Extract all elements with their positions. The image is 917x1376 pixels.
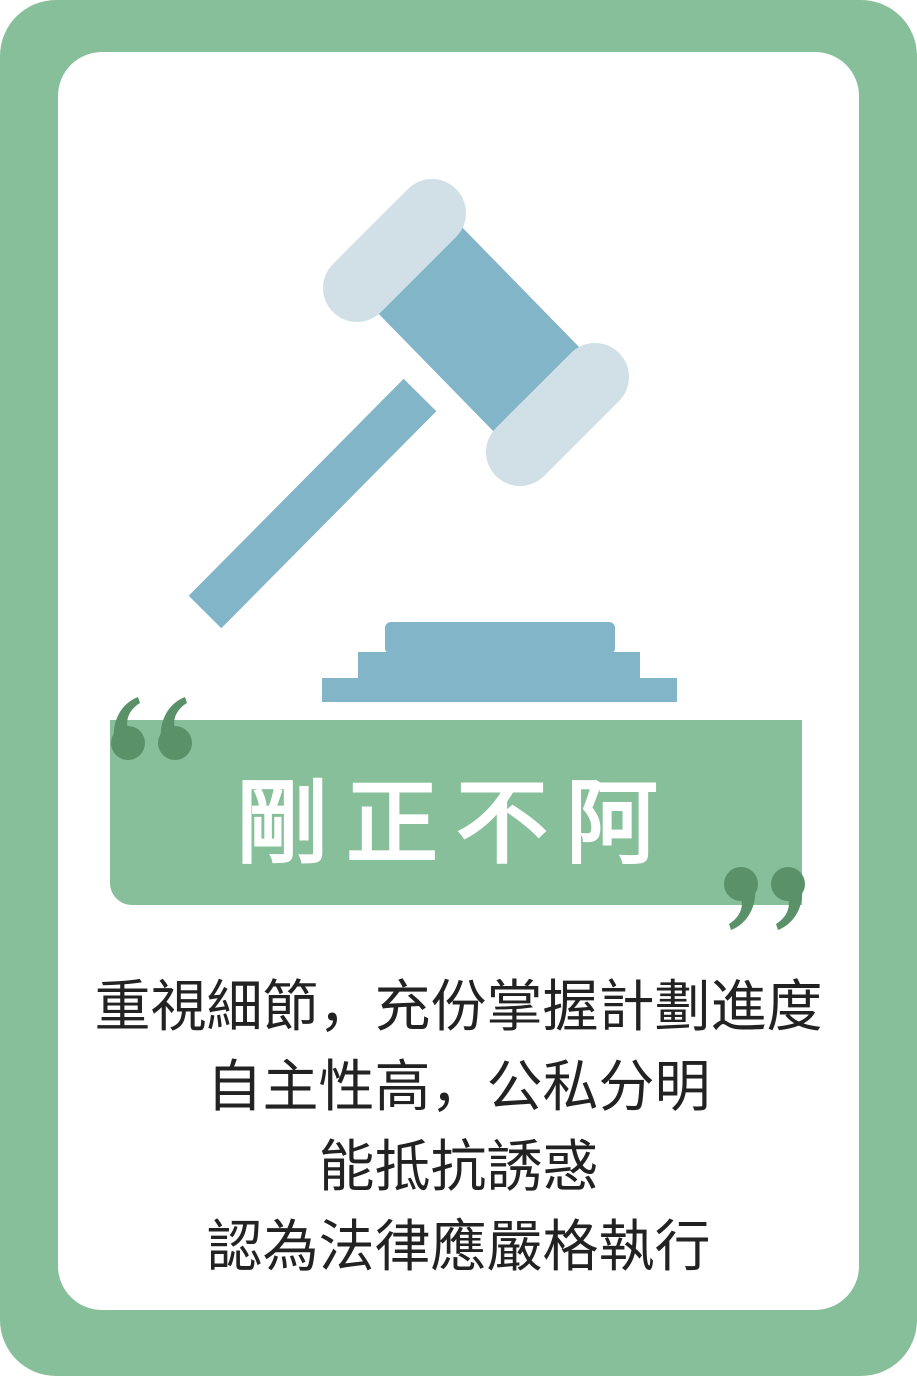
description-line: 重視細節，充份掌握計劃進度 [94,975,823,1040]
description-line: 自主性高，公私分明 [206,1055,711,1120]
description-line: 能抵抗誘惑 [318,1135,599,1200]
title-banner: 剛正不阿 [110,720,802,905]
close-quote-icon [724,867,805,930]
description-line: 認為法律應嚴格執行 [206,1215,711,1280]
open-quote-icon [111,697,192,760]
gavel-handle [188,378,437,629]
gavel-sound-block [322,622,677,702]
gavel-cap-bottom [486,343,629,486]
gavel-head [370,220,582,435]
card-title: 剛正不阿 [235,770,676,877]
gavel-cap-top [323,179,466,322]
card-description: 重視細節，充份掌握計劃進度 自主性高，公私分明 能抵抗誘惑 認為法律應嚴格執行 [58,968,859,1288]
